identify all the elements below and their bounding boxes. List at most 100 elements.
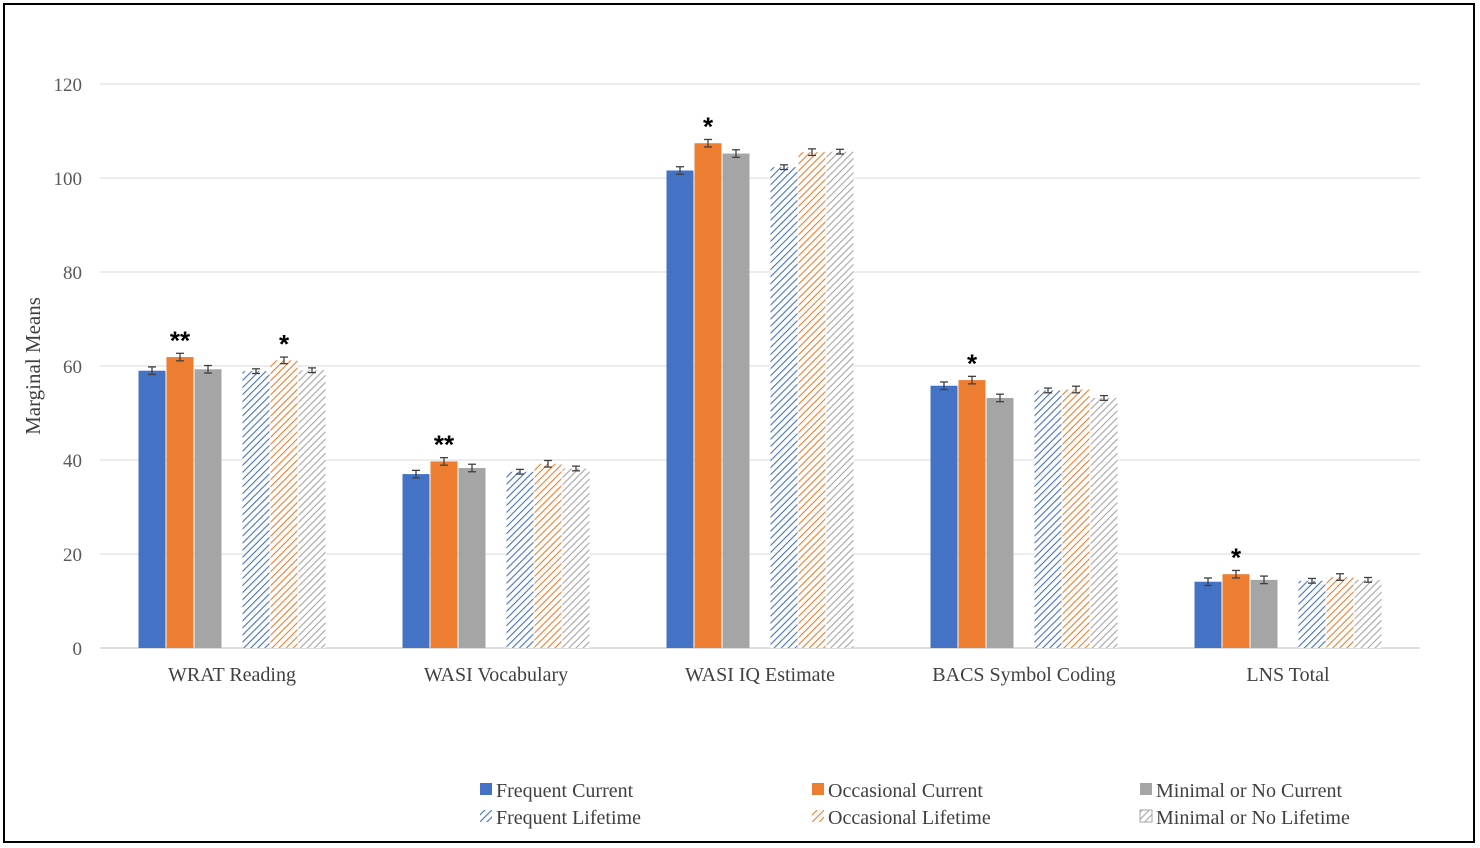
error-bar-occasional-current-wrat-reading <box>176 352 184 362</box>
error-bar-minimal-or-no-current-lns-total <box>1260 575 1268 585</box>
legend-swatch <box>812 783 824 795</box>
y-tick-label: 80 <box>63 263 82 284</box>
error-bars <box>148 138 1372 587</box>
error-bar-minimal-or-no-current-wasi-iq-estimate <box>732 149 740 158</box>
error-bar-occasional-lifetime-wrat-reading <box>280 356 288 365</box>
error-bar-frequent-lifetime-wasi-iq-estimate <box>780 164 788 171</box>
bars <box>138 143 1382 649</box>
bar-minimal-or-no-current-wasi-iq-estimate <box>722 153 750 648</box>
error-bar-frequent-current-wrat-reading <box>148 366 156 376</box>
bar-frequent-current-wasi-iq-estimate <box>666 170 694 649</box>
bar-minimal-or-no-current-wrat-reading <box>194 369 222 648</box>
error-bar-frequent-current-wasi-vocabulary <box>412 469 420 479</box>
error-bar-occasional-current-lns-total <box>1232 569 1240 579</box>
significance-marker: * <box>279 329 290 359</box>
bar-minimal-or-no-lifetime-bacs-symbol-coding <box>1090 397 1118 648</box>
y-tick-label: 60 <box>63 357 82 378</box>
bar-frequent-lifetime-wasi-vocabulary <box>506 471 534 648</box>
bar-frequent-lifetime-lns-total <box>1298 580 1326 648</box>
y-tick-label: 120 <box>54 75 83 96</box>
error-bar-occasional-lifetime-bacs-symbol-coding <box>1072 385 1080 394</box>
bar-frequent-current-wasi-vocabulary <box>402 474 430 648</box>
significance-marker: * <box>703 111 714 141</box>
legend-item-frequent-current[interactable]: Frequent Current <box>480 780 634 802</box>
bar-occasional-current-wasi-iq-estimate <box>694 143 722 648</box>
error-bar-occasional-lifetime-lns-total <box>1336 573 1344 581</box>
legend-item-occasional-current[interactable]: Occasional Current <box>812 780 983 802</box>
error-bar-occasional-lifetime-wasi-iq-estimate <box>808 148 816 157</box>
error-bar-frequent-lifetime-wasi-vocabulary <box>516 468 524 475</box>
y-tick-label: 20 <box>63 545 82 566</box>
y-tick-label: 40 <box>63 451 82 472</box>
legend-label: Minimal or No Lifetime <box>1156 807 1350 829</box>
bar-frequent-lifetime-wrat-reading <box>242 371 270 648</box>
bar-occasional-current-bacs-symbol-coding <box>958 380 986 648</box>
error-bar-minimal-or-no-lifetime-bacs-symbol-coding <box>1100 394 1108 401</box>
bar-minimal-or-no-lifetime-wasi-iq-estimate <box>826 151 854 648</box>
bar-minimal-or-no-lifetime-lns-total <box>1354 579 1382 648</box>
legend-swatch <box>812 810 824 822</box>
legend-swatch <box>480 783 492 795</box>
bar-frequent-current-wrat-reading <box>138 370 166 648</box>
legend-item-frequent-lifetime[interactable]: Frequent Lifetime <box>480 807 641 829</box>
error-bar-minimal-or-no-lifetime-wrat-reading <box>308 367 316 374</box>
y-axis-label: Marginal Means <box>21 297 45 435</box>
bar-occasional-current-wrat-reading <box>166 357 194 648</box>
legend: Frequent Current Occasional Current Minima… <box>480 780 1350 829</box>
legend-label: Frequent Lifetime <box>496 807 641 829</box>
legend-item-minimal-or-no-current[interactable]: Minimal or No Current <box>1140 780 1343 802</box>
bar-occasional-lifetime-bacs-symbol-coding <box>1062 389 1090 648</box>
bar-occasional-lifetime-wasi-vocabulary <box>534 463 562 648</box>
legend-swatch <box>480 810 492 822</box>
error-bar-frequent-current-lns-total <box>1204 577 1212 587</box>
error-bar-frequent-current-bacs-symbol-coding <box>940 381 948 391</box>
bar-minimal-or-no-lifetime-wrat-reading <box>298 370 326 648</box>
legend-label: Occasional Lifetime <box>828 807 991 829</box>
y-tick-label: 100 <box>54 169 83 190</box>
gridlines <box>100 83 1420 649</box>
error-bar-occasional-current-wasi-vocabulary <box>440 456 448 466</box>
error-bar-occasional-current-wasi-iq-estimate <box>704 138 712 148</box>
bar-occasional-lifetime-lns-total <box>1326 577 1354 648</box>
legend-label: Minimal or No Current <box>1156 780 1343 802</box>
x-tick-label: WRAT Reading <box>168 664 296 686</box>
bar-frequent-lifetime-wasi-iq-estimate <box>770 167 798 648</box>
error-bar-minimal-or-no-current-bacs-symbol-coding <box>996 393 1004 403</box>
error-bar-minimal-or-no-lifetime-wasi-vocabulary <box>572 465 580 472</box>
x-axis: WRAT Reading WASI Vocabulary WASI IQ Estim… <box>168 664 1330 686</box>
bar-minimal-or-no-lifetime-wasi-vocabulary <box>562 468 590 648</box>
error-bar-minimal-or-no-current-wasi-vocabulary <box>468 463 476 473</box>
legend-item-occasional-lifetime[interactable]: Occasional Lifetime <box>812 807 991 829</box>
bar-occasional-current-wasi-vocabulary <box>430 461 458 648</box>
legend-label: Frequent Current <box>496 780 634 802</box>
error-bar-minimal-or-no-current-wrat-reading <box>204 364 212 374</box>
bar-occasional-lifetime-wrat-reading <box>270 360 298 648</box>
error-bar-frequent-lifetime-bacs-symbol-coding <box>1044 387 1052 394</box>
legend-swatch <box>1140 783 1152 795</box>
y-axis-ticks: 0 20 40 60 80 100 120 <box>54 75 83 660</box>
significance-annotations: ** ****** <box>170 111 1242 572</box>
significance-marker: * <box>1231 542 1242 572</box>
error-bar-occasional-current-bacs-symbol-coding <box>968 375 976 385</box>
bar-frequent-current-bacs-symbol-coding <box>930 385 958 648</box>
bar-minimal-or-no-current-wasi-vocabulary <box>458 467 486 648</box>
bar-minimal-or-no-current-bacs-symbol-coding <box>986 397 1014 648</box>
bar-occasional-lifetime-wasi-iq-estimate <box>798 152 826 648</box>
x-tick-label: BACS Symbol Coding <box>932 664 1115 686</box>
legend-label: Occasional Current <box>828 780 983 802</box>
y-tick-label: 0 <box>73 639 83 660</box>
bar-frequent-current-lns-total <box>1194 581 1222 648</box>
error-bar-frequent-lifetime-wrat-reading <box>252 368 260 375</box>
x-tick-label: WASI Vocabulary <box>424 664 568 686</box>
bar-minimal-or-no-current-lns-total <box>1250 579 1278 648</box>
x-tick-label: WASI IQ Estimate <box>685 664 835 686</box>
significance-marker: ** <box>170 325 191 355</box>
bar-occasional-current-lns-total <box>1222 574 1250 648</box>
significance-marker: * <box>967 348 978 378</box>
significance-marker: ** <box>434 430 455 460</box>
error-bar-frequent-current-wasi-iq-estimate <box>676 166 684 175</box>
x-tick-label: LNS Total <box>1246 664 1330 686</box>
legend-item-minimal-or-no-lifetime[interactable]: Minimal or No Lifetime <box>1139 807 1350 829</box>
error-bar-occasional-lifetime-wasi-vocabulary <box>544 459 552 468</box>
